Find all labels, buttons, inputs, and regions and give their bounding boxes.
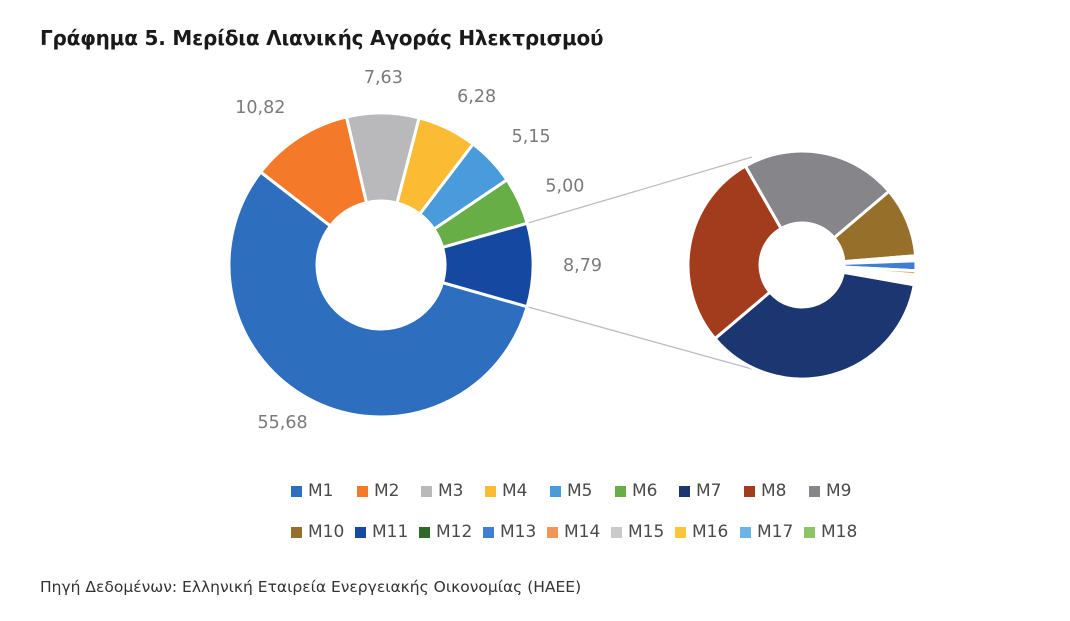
data-source-note: Πηγή Δεδομένων: Ελληνική Εταιρεία Ενεργε… (40, 578, 582, 596)
legend-label: M7 (696, 481, 722, 501)
legend-swatch (485, 485, 496, 497)
legend-label: M14 (564, 522, 601, 542)
legend-item-m18: M18 (804, 521, 868, 543)
legend-swatch (809, 485, 820, 497)
legend-swatch (291, 485, 302, 497)
legend-label: M6 (632, 481, 658, 501)
main-slice-other (440, 221, 535, 309)
legend-item-m8: M8 (744, 480, 809, 502)
legend-item-m3: M3 (421, 480, 485, 502)
legend-row: M1 M2 M3 M4 M5 M6 M7 M8 M9 (291, 480, 891, 502)
legend-swatch (291, 526, 302, 538)
data-label-m1: 55,68 (258, 413, 308, 433)
secondary-slice-m9 (743, 149, 892, 240)
legend-item-m16: M16 (675, 521, 740, 543)
legend-swatch (419, 526, 430, 538)
legend-swatch (679, 485, 690, 497)
data-label-m4: 6,28 (457, 87, 496, 107)
connector-line-bottom (526, 306, 753, 370)
legend-item-m10: M10 (291, 521, 355, 543)
legend-item-m7: M7 (679, 480, 744, 502)
legend-label: M12 (436, 522, 473, 542)
legend-item-m15: M15 (611, 521, 675, 543)
legend-item-m12: M12 (419, 521, 483, 543)
legend-label: M5 (567, 481, 593, 501)
secondary-slice-m7 (712, 270, 917, 381)
chart-legend: M1 M2 M3 M4 M5 M6 M7 M8 M9 M10 M11 M12 M13 M14 M15 M16… (291, 480, 891, 562)
legend-row: M10 M11 M12 M13 M14 M15 M16 M17 M18 (291, 521, 891, 543)
legend-swatch (483, 526, 494, 538)
legend-item-m11: M11 (355, 521, 419, 543)
legend-label: M2 (374, 481, 400, 501)
legend-label: M3 (438, 481, 464, 501)
legend-label: M18 (821, 522, 858, 542)
data-label-m6: 5,00 (545, 177, 584, 197)
legend-label: M4 (502, 481, 528, 501)
legend-label: M16 (692, 522, 729, 542)
legend-item-m14: M14 (547, 521, 611, 543)
main-slice-m1 (227, 169, 530, 419)
legend-swatch (421, 485, 432, 497)
legend-item-m9: M9 (809, 480, 869, 502)
connector-line-top (526, 156, 753, 224)
legend-item-m4: M4 (485, 480, 550, 502)
legend-item-m13: M13 (483, 521, 547, 543)
chart-canvas: 55,68 10,82 7,63 6,28 5,15 5,00 8,79 (227, 68, 918, 433)
legend-swatch (547, 526, 558, 538)
legend-swatch (615, 485, 626, 497)
legend-item-m1: M1 (291, 480, 357, 502)
legend-label: M11 (372, 522, 409, 542)
legend-item-m6: M6 (615, 480, 679, 502)
legend-swatch (611, 526, 622, 538)
legend-swatch (740, 526, 751, 538)
legend-label: M15 (628, 522, 665, 542)
legend-item-m5: M5 (550, 480, 615, 502)
data-label-m3: 7,63 (364, 68, 403, 88)
secondary-slice-m8 (686, 163, 784, 341)
legend-label: M9 (826, 481, 852, 501)
chart-title: Γράφημα 5. Μερίδια Λιανικής Αγοράς Ηλεκτ… (40, 26, 604, 50)
legend-item-m17: M17 (740, 521, 804, 543)
legend-label: M13 (500, 522, 537, 542)
legend-label: M10 (308, 522, 345, 542)
data-label-other: 8,79 (563, 256, 602, 276)
data-label-m2: 10,82 (235, 98, 285, 118)
legend-label: M17 (757, 522, 794, 542)
data-label-m5: 5,15 (512, 127, 551, 147)
legend-swatch (744, 485, 755, 497)
legend-swatch (675, 526, 686, 538)
legend-item-m2: M2 (357, 480, 421, 502)
legend-swatch (357, 485, 368, 497)
legend-label: M8 (761, 481, 787, 501)
legend-swatch (550, 485, 561, 497)
legend-swatch (355, 526, 366, 538)
legend-label: M1 (308, 481, 334, 501)
legend-swatch (804, 526, 815, 538)
secondary-slice-m18 (841, 269, 917, 287)
